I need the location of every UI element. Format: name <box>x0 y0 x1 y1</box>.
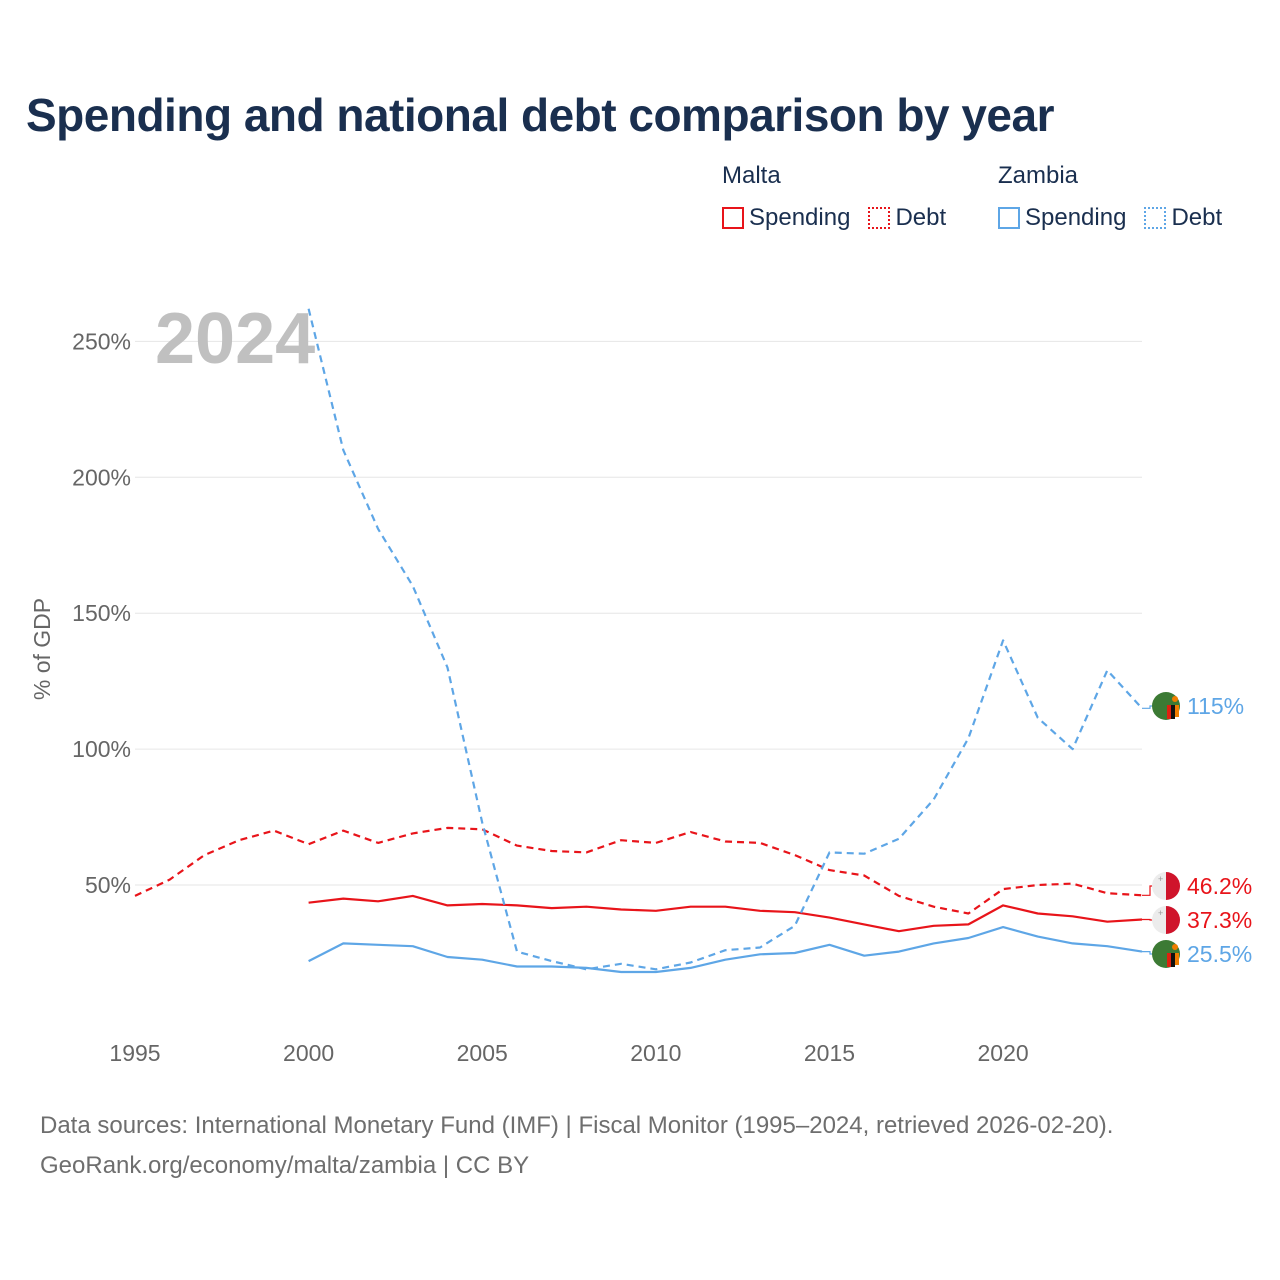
end-value-label: 46.2% <box>1187 873 1252 899</box>
y-axis-label: % of GDP <box>29 598 55 700</box>
legend-swatch-solid <box>722 207 744 229</box>
legend-item-label: Debt <box>895 204 947 231</box>
legend-swatch-dotted <box>1144 207 1167 229</box>
series-line-malta-spending <box>308 894 1143 933</box>
legend-item-zambia-debt[interactable]: Debt <box>1144 204 1222 232</box>
source-line-2[interactable]: GeoRank.org/economy/malta/zambia | CC BY <box>40 1152 530 1179</box>
grid <box>135 340 1142 886</box>
y-axis-ticks: 50% 100% 150% 200% 250% <box>72 328 131 898</box>
legend-item-malta-spending[interactable]: Spending <box>722 204 850 232</box>
legend-group-zambia: Zambia Spending Debt <box>998 162 1240 232</box>
malta-flag-icon: + <box>1152 872 1180 900</box>
end-labels: +37.3% + 46.2% 25.5% 115% <box>1142 692 1252 968</box>
legend-group-label: Zambia <box>998 162 1079 189</box>
x-tick-label: 2015 <box>804 1040 855 1066</box>
y-tick-label: 100% <box>72 736 131 762</box>
series-line-malta-debt <box>134 826 1143 915</box>
end-value-label: 115% <box>1187 693 1244 719</box>
source-note: Data sources: International Monetary Fun… <box>40 1106 1113 1186</box>
y-tick-label: 250% <box>72 328 131 354</box>
end-value-label: 37.3% <box>1187 907 1252 933</box>
zambia-flag-icon <box>1152 940 1180 968</box>
chart-title: Spending and national debt comparison by… <box>26 89 1055 141</box>
series-lines <box>134 308 1143 974</box>
x-tick-label: 2010 <box>630 1040 681 1066</box>
legend-group-malta: Malta Spending Debt <box>722 162 964 232</box>
x-tick-label: 2005 <box>457 1040 508 1066</box>
svg-text:+: + <box>1158 908 1163 918</box>
legend-item-label: Spending <box>1025 204 1127 231</box>
y-tick-label: 150% <box>72 600 131 626</box>
legend-item-label: Debt <box>1171 204 1223 231</box>
legend-group-label: Malta <box>722 162 781 189</box>
legend-item-zambia-spending[interactable]: Spending <box>998 204 1126 232</box>
zambia-flag-icon <box>1152 692 1180 720</box>
year-watermark: 2024 <box>155 299 315 379</box>
malta-flag-icon: + <box>1152 906 1180 934</box>
x-tick-label: 2020 <box>978 1040 1029 1066</box>
x-tick-label: 2000 <box>283 1040 334 1066</box>
svg-text:+: + <box>1158 874 1163 884</box>
y-tick-label: 50% <box>85 872 131 898</box>
source-line-1: Data sources: International Monetary Fun… <box>40 1112 1114 1139</box>
legend-item-malta-debt[interactable]: Debt <box>868 204 946 232</box>
legend-swatch-dotted <box>868 207 891 229</box>
x-axis-ticks: 1995 2000 2005 2010 2015 2020 <box>109 1040 1028 1066</box>
x-tick-label: 1995 <box>109 1040 160 1066</box>
y-tick-label: 200% <box>72 464 131 490</box>
legend-swatch-solid <box>998 207 1020 229</box>
series-line-zambia-debt <box>307 308 1143 971</box>
legend-item-label: Spending <box>749 204 851 231</box>
end-value-label: 25.5% <box>1187 941 1252 967</box>
series-line-zambia-spending <box>308 926 1143 974</box>
